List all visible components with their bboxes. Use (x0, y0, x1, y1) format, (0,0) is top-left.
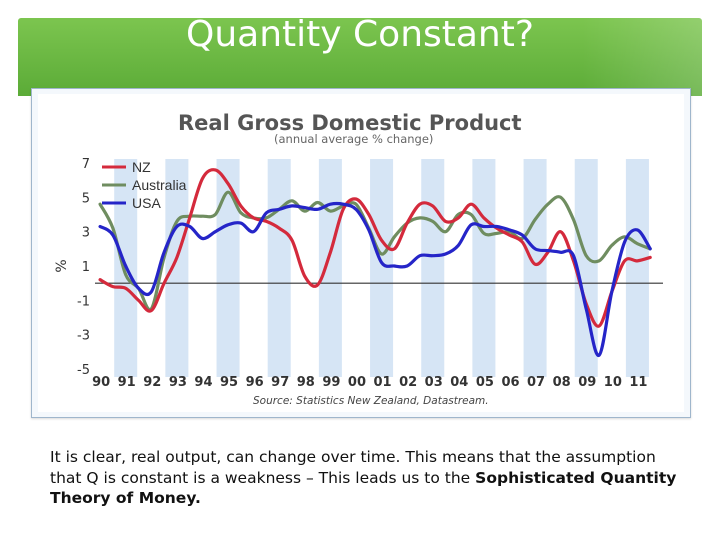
series-line-usa (98, 201, 652, 357)
year-band (574, 159, 598, 377)
year-band (421, 159, 445, 377)
y-tick-label: 5 (82, 191, 90, 206)
chart-source: Source: Statistics New Zealand, Datastre… (253, 395, 489, 407)
year-band (267, 159, 291, 377)
series-line-nz (98, 168, 652, 328)
y-tick-label: 7 (82, 157, 90, 172)
x-tick-label: 90 (92, 375, 110, 390)
x-tick-label: 09 (578, 375, 596, 390)
year-band (370, 159, 394, 377)
year-band (216, 159, 240, 377)
chart-subtitle: (annual average % change) (274, 132, 433, 146)
x-tick-label: 92 (143, 375, 161, 390)
year-band (472, 159, 496, 377)
slide-header-bar (18, 18, 702, 96)
slide-title: Quantity Constant? (186, 14, 534, 55)
caption-text: It is clear, real output, can change ove… (50, 448, 656, 487)
y-tick-label: -5 (77, 363, 90, 378)
x-tick-label: 02 (399, 375, 417, 390)
year-band (523, 159, 547, 377)
x-tick-label: 07 (527, 375, 545, 390)
slide-caption: It is clear, real output, can change ove… (50, 447, 680, 509)
gdp-chart: Real Gross Domestic Product(annual avera… (54, 111, 663, 407)
x-tick-label: 97 (271, 375, 289, 390)
year-band (165, 159, 189, 377)
x-tick-label: 95 (220, 375, 238, 390)
legend-label: NZ (132, 159, 151, 175)
x-tick-label: 11 (629, 375, 647, 390)
x-tick-label: 91 (118, 375, 136, 390)
chart-panel: Real Gross Domestic Product (annual avera… (38, 94, 684, 412)
x-tick-label: 99 (322, 375, 340, 390)
y-tick-label: -3 (77, 329, 90, 344)
y-tick-label: -1 (77, 294, 90, 309)
x-tick-label: 05 (476, 375, 494, 390)
x-tick-label: 04 (450, 375, 468, 390)
x-tick-label: 10 (604, 375, 622, 390)
x-tick-label: 98 (297, 375, 315, 390)
x-tick-label: 03 (425, 375, 443, 390)
x-tick-label: 94 (194, 375, 212, 390)
chart-title: Real Gross Domestic Product (178, 111, 522, 135)
y-axis-label: % (54, 259, 70, 272)
legend-label: USA (132, 195, 161, 211)
year-band (318, 159, 342, 377)
y-tick-label: 3 (82, 226, 90, 241)
x-tick-label: 08 (553, 375, 571, 390)
header-decoration (582, 18, 702, 96)
y-tick-label: 1 (82, 260, 90, 275)
x-tick-label: 96 (246, 375, 264, 390)
x-tick-label: 06 (501, 375, 519, 390)
chart-frame: Real Gross Domestic Product (annual avera… (31, 88, 691, 418)
x-tick-label: 93 (169, 375, 187, 390)
caption-emphasis: Sophisticated Quantity Theory of Money. (50, 468, 677, 508)
legend-label: Australia (132, 177, 187, 193)
x-tick-label: 01 (374, 375, 392, 390)
x-tick-label: 00 (348, 375, 366, 390)
year-band (625, 159, 649, 377)
